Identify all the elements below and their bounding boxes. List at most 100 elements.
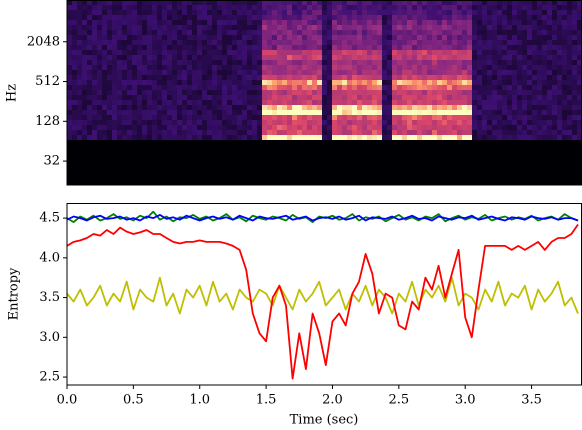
- spectrogram-cell: [172, 35, 177, 40]
- spectrogram-cell: [557, 10, 562, 15]
- spectrogram-cell: [347, 80, 352, 85]
- spectrogram-cell: [492, 15, 497, 20]
- spectrogram-cell: [177, 50, 182, 55]
- spectrogram-cell: [157, 35, 162, 40]
- spectrogram-cell: [562, 35, 567, 40]
- spectrogram-cell: [567, 55, 572, 60]
- spectrogram-cell: [137, 85, 142, 90]
- spectrogram-cell: [502, 40, 507, 45]
- spectrogram-cell: [562, 15, 567, 20]
- spectrogram-cell: [512, 45, 517, 50]
- spectrogram-cell: [367, 45, 372, 50]
- spectrogram-cell: [577, 70, 582, 75]
- spectrogram-cell: [262, 40, 267, 45]
- spectrogram-cell: [507, 45, 512, 50]
- spectrogram-cell: [272, 130, 277, 135]
- spectrogram-cell: [572, 90, 577, 95]
- spectrogram-cell: [332, 120, 337, 125]
- spectrogram-cell: [417, 95, 422, 100]
- x-axis-label: Time (sec): [290, 413, 359, 428]
- spectrogram-cell: [307, 50, 312, 55]
- spectrogram-cell: [177, 120, 182, 125]
- spectrogram-cell: [332, 20, 337, 25]
- spectrogram-cell: [307, 95, 312, 100]
- spectrogram-cell: [277, 110, 282, 115]
- spectrogram-cell: [377, 65, 382, 70]
- spectrogram-cell: [537, 115, 542, 120]
- spectrogram-cell: [342, 110, 347, 115]
- spectrogram-cell: [282, 80, 287, 85]
- spectrogram-cell: [462, 95, 467, 100]
- spectrogram-cell: [357, 60, 362, 65]
- spectrogram-cell: [482, 45, 487, 50]
- spectrogram-cell: [182, 105, 187, 110]
- spectrogram-cell: [252, 5, 257, 10]
- spectrogram-cell: [312, 115, 317, 120]
- spectrogram-cell: [142, 5, 147, 10]
- spectrogram-cell: [127, 70, 132, 75]
- spectrogram-cell: [462, 80, 467, 85]
- spectrogram-cell: [422, 100, 427, 105]
- spectrogram-cell: [562, 50, 567, 55]
- spectrogram-cell: [292, 105, 297, 110]
- spectrogram-cell: [262, 130, 267, 135]
- spectrogram-cell: [287, 20, 292, 25]
- spectrogram-cell: [262, 45, 267, 50]
- spectrogram-cell: [97, 60, 102, 65]
- spectrogram-cell: [267, 30, 272, 35]
- spectrogram-cell: [562, 115, 567, 120]
- spectrogram-cell: [262, 135, 267, 140]
- spectrogram-cell: [577, 55, 582, 60]
- spectrogram-cell: [342, 100, 347, 105]
- spectrogram-cell: [567, 130, 572, 135]
- spectrogram-cell: [112, 30, 117, 35]
- spectrogram-cell: [487, 80, 492, 85]
- spectrogram-cell: [452, 90, 457, 95]
- spectrogram-cell: [197, 10, 202, 15]
- spectrogram-cell: [217, 85, 222, 90]
- spectrogram-cell: [307, 0, 312, 5]
- spectrogram-cell: [287, 65, 292, 70]
- spectrogram-cell: [182, 10, 187, 15]
- spectrogram-cell: [562, 75, 567, 80]
- spectrogram-cell: [557, 120, 562, 125]
- spectrogram-cell: [187, 90, 192, 95]
- spectrogram-cell: [402, 30, 407, 35]
- spectrogram-cell: [132, 50, 137, 55]
- spectrogram-cell: [342, 40, 347, 45]
- spectrogram-cell: [487, 115, 492, 120]
- spectrogram-cell: [222, 35, 227, 40]
- spectrogram-cell: [437, 50, 442, 55]
- spectrogram-cell: [337, 10, 342, 15]
- spectrogram-cell: [367, 10, 372, 15]
- spectrogram-cell: [222, 135, 227, 140]
- spectrogram-cell: [412, 40, 417, 45]
- spectrogram-cell: [302, 95, 307, 100]
- spectrogram-cell: [172, 60, 177, 65]
- spectrogram-cell: [537, 20, 542, 25]
- spectrogram-cell: [447, 20, 452, 25]
- spectrogram-cell: [237, 0, 242, 5]
- spectrogram-cell: [557, 95, 562, 100]
- spectrogram-cell: [512, 90, 517, 95]
- spectrogram-cell: [132, 60, 137, 65]
- spectrogram-cell: [507, 15, 512, 20]
- spectrogram-cell: [72, 70, 77, 75]
- spectrogram-cell: [477, 125, 482, 130]
- spectrogram-cell: [527, 25, 532, 30]
- spectrogram-cell: [102, 70, 107, 75]
- spectrogram-cell: [332, 70, 337, 75]
- spectrogram-cell: [357, 120, 362, 125]
- spectrogram-cell: [467, 25, 472, 30]
- spectrogram-cell: [397, 80, 402, 85]
- spectrogram-cell: [457, 40, 462, 45]
- spectrogram-cell: [337, 105, 342, 110]
- spectrogram-cell: [522, 95, 527, 100]
- spectrogram-cell: [572, 45, 577, 50]
- spectrogram-cell: [102, 80, 107, 85]
- spectrogram-cell: [297, 70, 302, 75]
- spectrogram-cell: [207, 25, 212, 30]
- spectrogram-cell: [517, 35, 522, 40]
- spectrogram-cell: [252, 90, 257, 95]
- spectrogram-cell: [532, 20, 537, 25]
